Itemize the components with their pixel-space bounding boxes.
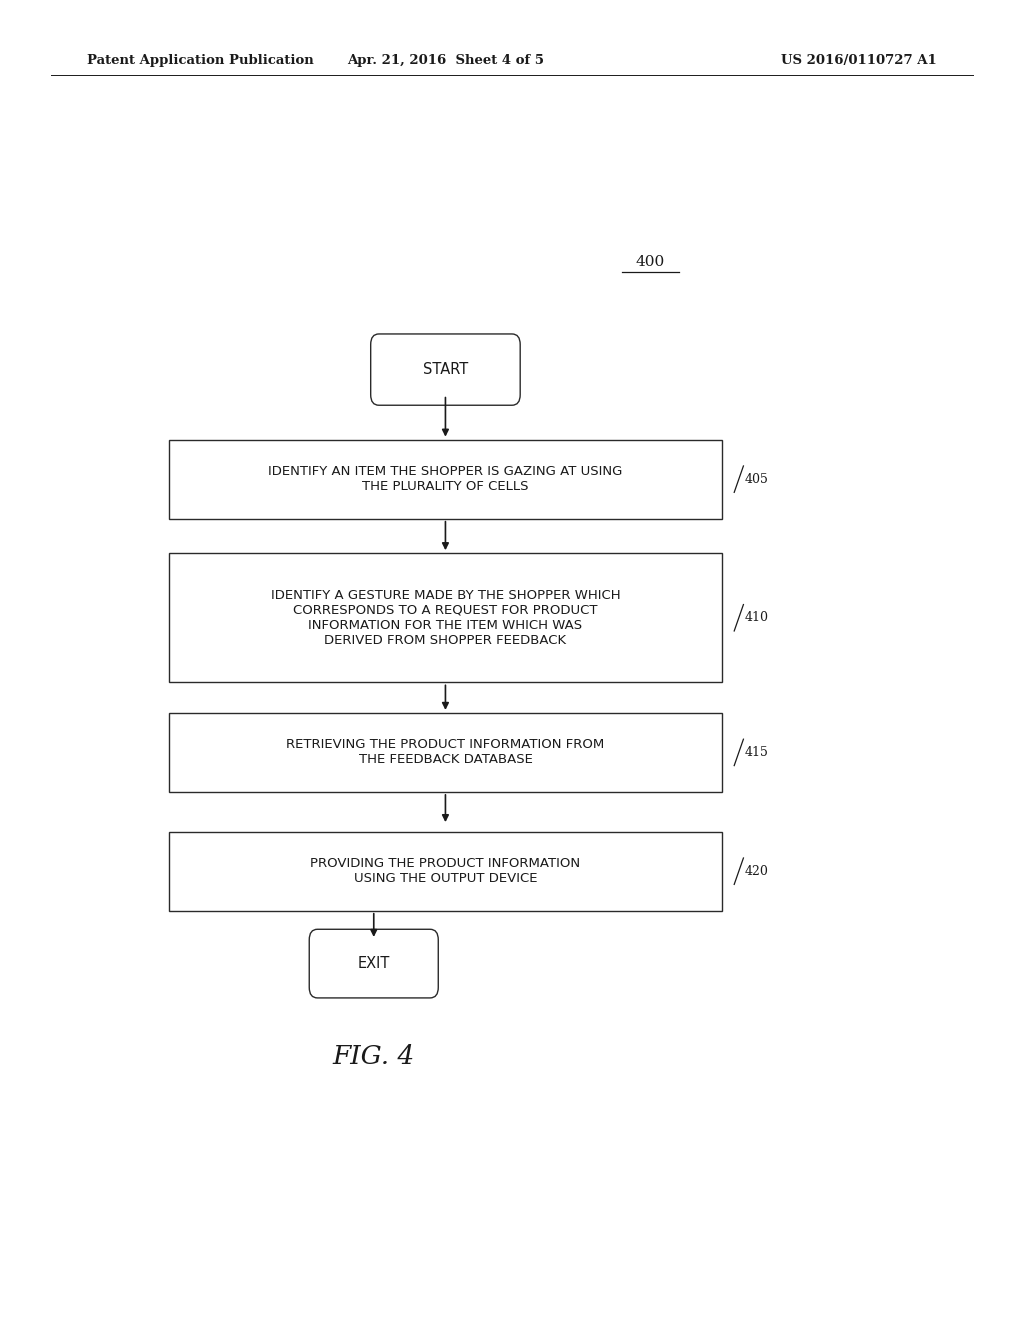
Text: 420: 420 [744, 865, 768, 878]
Bar [169, 553, 722, 682]
Text: Patent Application Publication: Patent Application Publication [87, 54, 313, 67]
Bar [169, 440, 722, 519]
Bar [169, 713, 722, 792]
Text: PROVIDING THE PRODUCT INFORMATION
USING THE OUTPUT DEVICE: PROVIDING THE PRODUCT INFORMATION USING … [310, 857, 581, 886]
FancyBboxPatch shape [371, 334, 520, 405]
Text: 400: 400 [636, 255, 665, 269]
Text: US 2016/0110727 A1: US 2016/0110727 A1 [781, 54, 937, 67]
FancyBboxPatch shape [309, 929, 438, 998]
Text: 410: 410 [744, 611, 768, 624]
Text: FIG. 4: FIG. 4 [333, 1044, 415, 1068]
Bar [169, 832, 722, 911]
Text: START: START [423, 362, 468, 378]
Text: RETRIEVING THE PRODUCT INFORMATION FROM
THE FEEDBACK DATABASE: RETRIEVING THE PRODUCT INFORMATION FROM … [287, 738, 604, 767]
Text: EXIT: EXIT [357, 956, 390, 972]
Text: IDENTIFY A GESTURE MADE BY THE SHOPPER WHICH
CORRESPONDS TO A REQUEST FOR PRODUC: IDENTIFY A GESTURE MADE BY THE SHOPPER W… [270, 589, 621, 647]
Text: 415: 415 [744, 746, 768, 759]
Text: 405: 405 [744, 473, 768, 486]
Text: IDENTIFY AN ITEM THE SHOPPER IS GAZING AT USING
THE PLURALITY OF CELLS: IDENTIFY AN ITEM THE SHOPPER IS GAZING A… [268, 465, 623, 494]
Text: Apr. 21, 2016  Sheet 4 of 5: Apr. 21, 2016 Sheet 4 of 5 [347, 54, 544, 67]
